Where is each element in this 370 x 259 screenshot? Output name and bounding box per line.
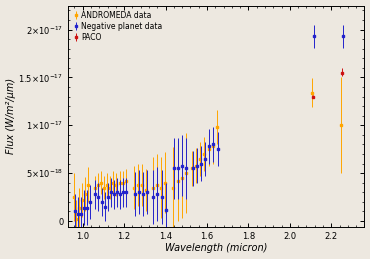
Legend: ANDROMEDA data, Negative planet data, PACO: ANDROMEDA data, Negative planet data, PA… <box>72 9 164 43</box>
Y-axis label: Flux (W/m²/µm): Flux (W/m²/µm) <box>6 78 16 154</box>
X-axis label: Wavelength (micron): Wavelength (micron) <box>165 243 268 254</box>
